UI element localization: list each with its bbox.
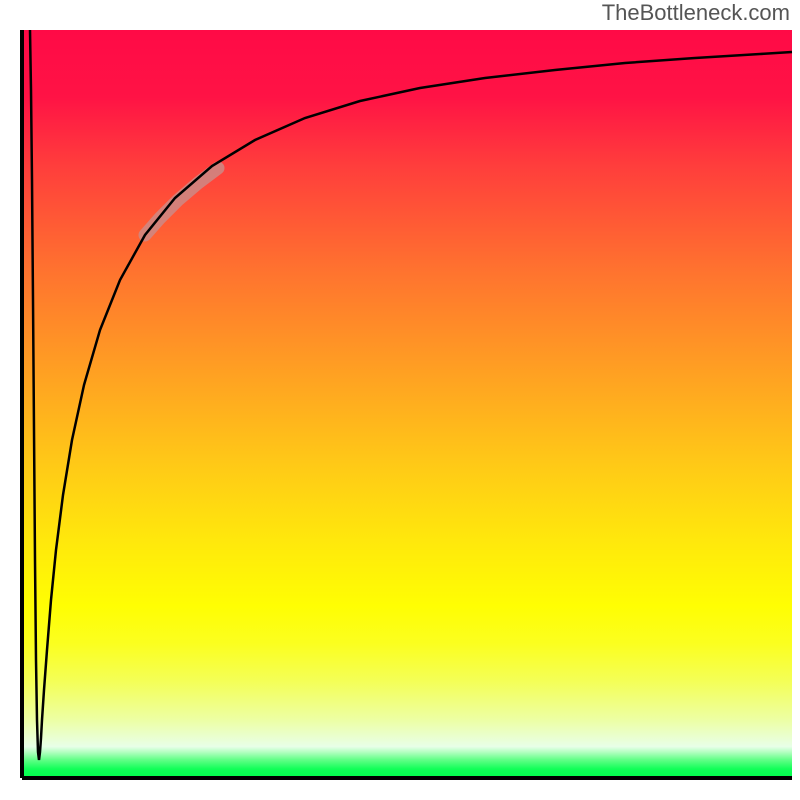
attribution-text: TheBottleneck.com [602, 0, 790, 26]
chart-container: TheBottleneck.com [0, 0, 800, 800]
bottleneck-chart [0, 0, 800, 800]
plot-background [22, 30, 792, 778]
